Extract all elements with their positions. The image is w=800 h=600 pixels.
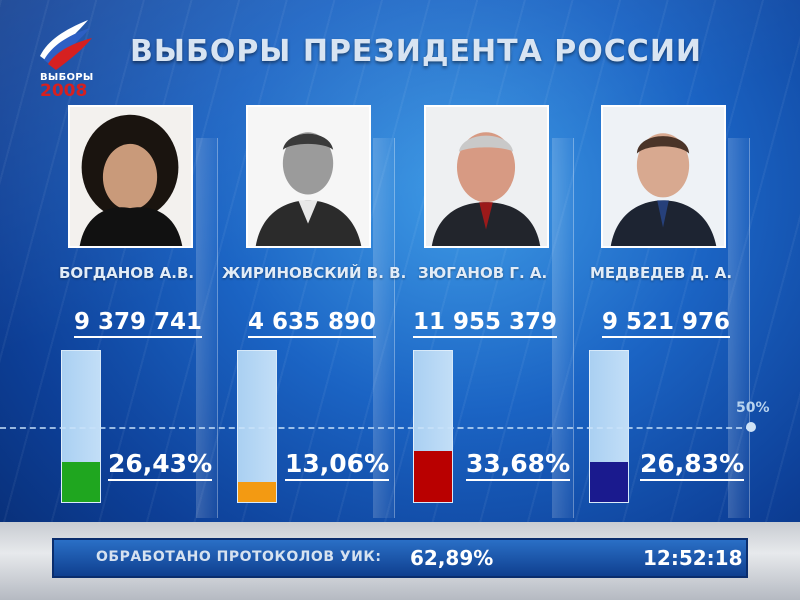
bar-track <box>237 350 277 503</box>
candidate-photo-zhirinovsky <box>246 105 371 248</box>
bar-fill <box>590 461 628 502</box>
threshold-label: 50% <box>736 400 770 416</box>
bar-track <box>413 350 453 503</box>
candidate-photo-zyuganov <box>424 105 549 248</box>
logo-year: 2008 <box>40 81 88 101</box>
percent-label: 26,83% <box>640 449 745 481</box>
flag-ribbon-icon <box>40 20 92 70</box>
threshold-line <box>0 427 752 429</box>
vote-count: 11 955 379 <box>413 308 558 338</box>
candidate-photo-bogdanov <box>68 105 193 248</box>
candidate-photo-medvedev <box>601 105 726 248</box>
bar-fill <box>238 482 276 502</box>
column-panel <box>373 138 395 518</box>
page-title: ВЫБОРЫ ПРЕЗИДЕНТА РОССИИ <box>130 34 703 69</box>
logo-word: ВЫБОРЫ <box>40 72 94 83</box>
column-panel <box>552 138 574 518</box>
percent-label: 33,68% <box>466 449 571 481</box>
candidate-name: ЖИРИНОВСКИЙ В. В. <box>222 264 407 282</box>
column-panel <box>728 138 750 518</box>
bar-fill <box>414 451 452 502</box>
ticker-time: 12:52:18 <box>643 546 743 570</box>
vote-count: 9 521 976 <box>602 308 731 338</box>
vote-count: 4 635 890 <box>248 308 377 338</box>
percent-label: 26,43% <box>108 449 213 481</box>
candidate-name: БОГДАНОВ А.В. <box>59 264 195 282</box>
threshold-dot <box>746 422 756 432</box>
ticker-label: ОБРАБОТАНО ПРОТОКОЛОВ УИК: <box>96 549 382 565</box>
column-panel <box>196 138 218 518</box>
bar-track <box>61 350 101 503</box>
candidate-name: МЕДВЕДЕВ Д. А. <box>590 264 733 282</box>
bar-track <box>589 350 629 503</box>
ticker-percent: 62,89% <box>410 546 494 570</box>
election-logo: ВЫБОРЫ 2008 <box>30 16 100 102</box>
percent-label: 13,06% <box>285 449 390 481</box>
vote-count: 9 379 741 <box>74 308 203 338</box>
candidate-name: ЗЮГАНОВ Г. А. <box>418 264 548 282</box>
bar-fill <box>62 462 100 502</box>
ticker-bar <box>52 538 748 578</box>
